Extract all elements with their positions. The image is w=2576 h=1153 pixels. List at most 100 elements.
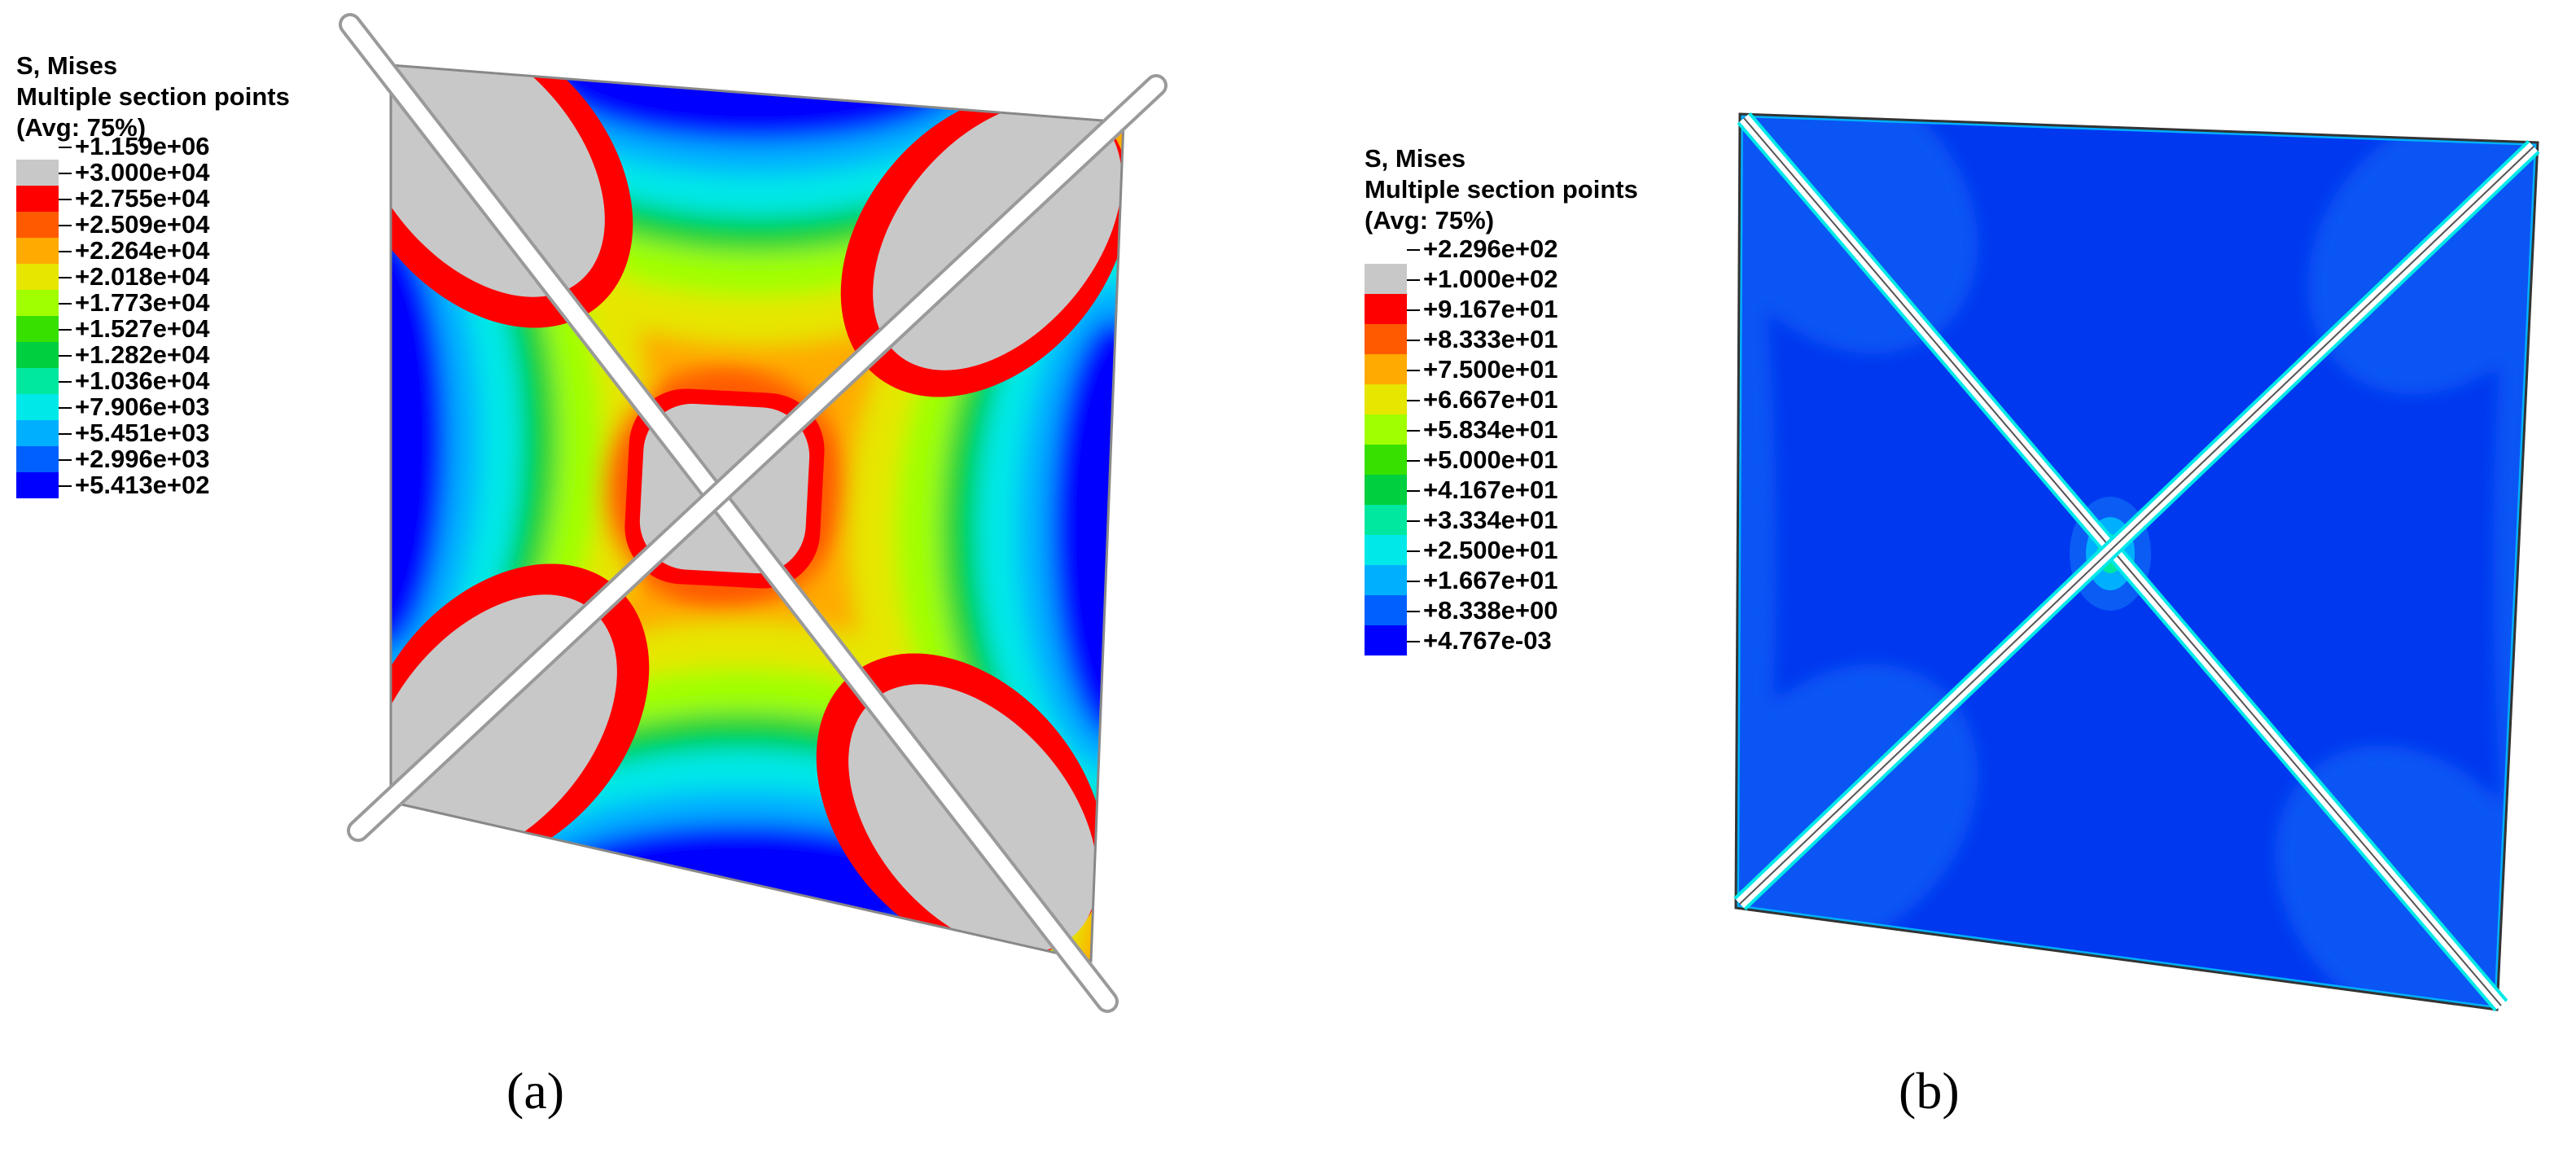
contour-band [1050, 318, 1124, 741]
color-swatch [16, 394, 59, 420]
legend-tick [1407, 340, 1420, 341]
legend-row: +1.282e+04 [16, 340, 290, 394]
legend-value: +1.159e+06 [75, 132, 210, 160]
legend-value: +2.996e+03 [75, 445, 210, 473]
legend-row: +2.296e+02 [1365, 235, 1638, 294]
legend-row: +8.333e+01 [1365, 325, 1638, 384]
legend-value: +2.509e+04 [75, 210, 210, 239]
legend-row: +2.018e+04 [16, 262, 290, 316]
legend-row: +3.000e+04 [16, 158, 290, 212]
legend-value: +8.338e+00 [1423, 596, 1558, 625]
color-swatch [16, 212, 59, 238]
color-swatch [1365, 445, 1407, 475]
legend-tick [1407, 581, 1420, 582]
legend-value: +5.413e+02 [75, 471, 210, 499]
color-swatch [1365, 264, 1407, 294]
legend-value: +5.000e+01 [1423, 445, 1558, 474]
color-swatch [16, 472, 59, 498]
legend-row: +1.000e+02 [1365, 265, 1638, 324]
legend-row: +1.159e+06 [16, 132, 290, 186]
legend-a: S, Mises Multiple section points (Avg: 7… [16, 50, 290, 511]
legend-row: +4.167e+01 [1365, 476, 1638, 535]
diagonal-slit [1739, 146, 2534, 905]
legend-value: +2.500e+01 [1423, 536, 1558, 564]
legend-value: +2.755e+04 [75, 184, 210, 213]
color-swatch [1365, 505, 1407, 535]
legend-tick [1407, 279, 1420, 281]
color-swatch [1365, 414, 1407, 445]
color-swatch [16, 316, 59, 342]
legend-value: +8.333e+01 [1423, 325, 1558, 353]
legend-value: +1.000e+02 [1423, 265, 1558, 293]
legend-subtitle: Multiple section points [16, 82, 290, 111]
legend-row: +7.500e+01 [1365, 355, 1638, 414]
legend-tick [1407, 550, 1420, 552]
legend-value: +9.167e+01 [1423, 295, 1558, 323]
legend-tick [59, 303, 72, 305]
contour-band [1736, 212, 1776, 896]
panel-a: S, Mises Multiple section points (Avg: 7… [16, 13, 1168, 1120]
legend-row: +4.767e-03 [1365, 626, 1638, 671]
legend-tick [1407, 490, 1420, 492]
color-swatch [16, 290, 59, 316]
legend-value: +5.451e+03 [75, 419, 210, 447]
legend-value: +3.334e+01 [1423, 506, 1558, 534]
color-swatch [16, 160, 59, 186]
legend-value: +7.500e+01 [1423, 355, 1558, 384]
color-swatch [1365, 625, 1407, 655]
color-swatch [1365, 595, 1407, 625]
legend-tick [59, 147, 72, 148]
plate-outline [1734, 112, 2539, 1011]
legend-row: +5.413e+02 [16, 471, 290, 511]
color-swatch [16, 446, 59, 472]
contour-band [545, 65, 969, 142]
contour-band [391, 228, 448, 651]
caption-b: (b) [1899, 1062, 1960, 1120]
legend-tick [1407, 400, 1420, 401]
legend-tick [59, 225, 72, 226]
legend-tick [59, 277, 72, 278]
color-swatch [16, 238, 59, 264]
legend-value: +6.667e+01 [1423, 385, 1558, 414]
legend-row: +9.167e+01 [1365, 295, 1638, 354]
legend-value: +2.296e+02 [1423, 235, 1558, 263]
legend-tick [59, 199, 72, 200]
legend-tick [59, 173, 72, 174]
legend-avg: (Avg: 75%) [1365, 206, 1495, 235]
legend-tick [59, 433, 72, 435]
legend-tick [59, 381, 72, 383]
legend-tick [59, 407, 72, 409]
legend-tick [1407, 520, 1420, 522]
legend-row: +5.000e+01 [1365, 445, 1638, 505]
color-swatch [1365, 294, 1407, 324]
legend-title: S, Mises [16, 51, 118, 80]
legend-tick [1407, 460, 1420, 462]
legend-row: +1.773e+04 [16, 288, 290, 342]
diagonal-slit [350, 77, 1164, 839]
legend-value: +2.018e+04 [75, 262, 210, 291]
legend-tick [1407, 611, 1420, 612]
plate-outline [389, 64, 1125, 962]
legend-tick [59, 355, 72, 357]
legend-row: +2.264e+04 [16, 236, 290, 290]
legend-title: S, Mises [1365, 144, 1466, 173]
legend-value: +4.767e-03 [1423, 626, 1552, 655]
legend-row: +2.996e+03 [16, 445, 290, 498]
legend-row: +8.338e+00 [1365, 596, 1638, 655]
legend-tick [59, 485, 72, 487]
legend-tick [59, 459, 72, 461]
legend-tick [1407, 430, 1420, 432]
color-swatch [16, 420, 59, 446]
color-swatch [1365, 535, 1407, 565]
legend-tick [1407, 641, 1420, 642]
panel-b: S, Mises Multiple section points (Avg: 7… [1288, 0, 2576, 1153]
legend-value: +1.036e+04 [75, 366, 210, 395]
legend-row: +1.667e+01 [1365, 566, 1638, 625]
legend-row: +2.500e+01 [1365, 536, 1638, 595]
legend-value: +1.773e+04 [75, 288, 210, 317]
legend-tick [59, 329, 72, 331]
legend-row: +2.755e+04 [16, 184, 290, 238]
legend-tick [1407, 370, 1420, 371]
legend-row: +7.906e+03 [16, 392, 290, 446]
color-swatch [1365, 354, 1407, 384]
